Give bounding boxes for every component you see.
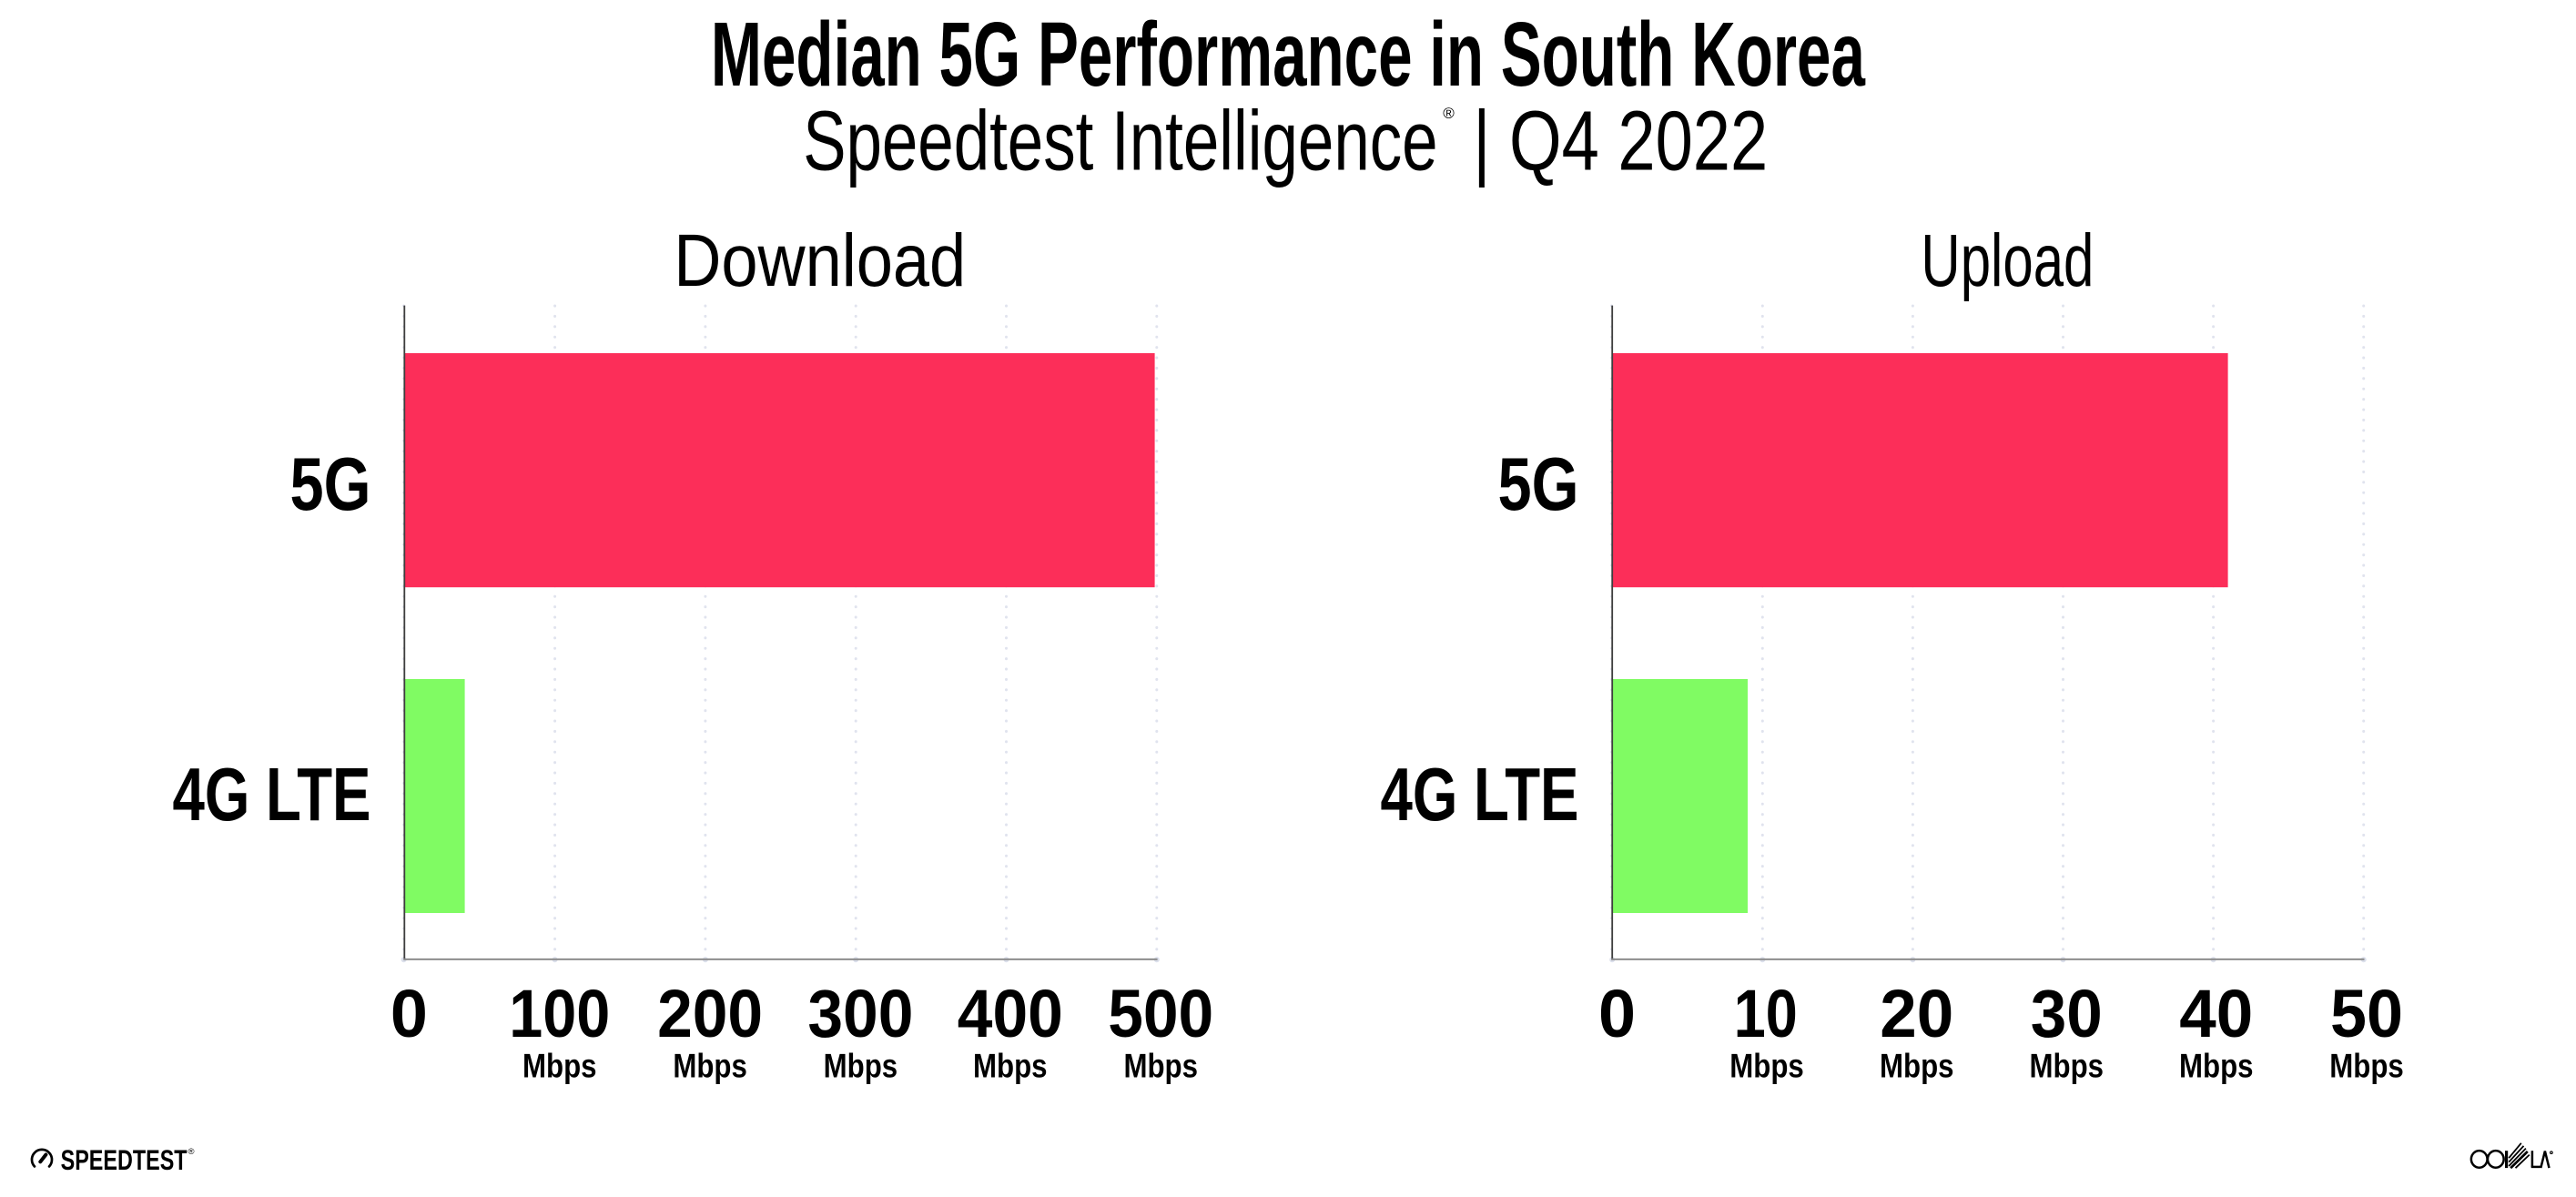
svg-text:Mbps: Mbps [824, 1047, 898, 1084]
svg-text:Mbps: Mbps [673, 1047, 747, 1084]
svg-text:10: 10 [1734, 976, 1798, 1051]
svg-text:Mbps: Mbps [1729, 1047, 1804, 1084]
svg-text:®: ® [188, 1147, 195, 1157]
svg-text:300: 300 [807, 976, 913, 1051]
svg-text:0: 0 [390, 976, 428, 1051]
svg-text:40: 40 [2179, 976, 2253, 1051]
svg-text:5G: 5G [1498, 441, 1579, 526]
svg-text:0: 0 [1598, 976, 1636, 1051]
svg-text:400: 400 [958, 976, 1063, 1051]
svg-text:5G: 5G [290, 441, 371, 526]
svg-text:Mbps: Mbps [2030, 1047, 2104, 1084]
svg-text:20: 20 [1880, 976, 1953, 1051]
svg-text:4G LTE: 4G LTE [173, 752, 371, 837]
svg-text:Mbps: Mbps [973, 1047, 1048, 1084]
svg-text:4G LTE: 4G LTE [1381, 752, 1579, 837]
svg-text:30: 30 [2031, 976, 2103, 1051]
svg-text:| Q4 2022: | Q4 2022 [1473, 94, 1768, 188]
svg-text:Mbps: Mbps [522, 1047, 597, 1084]
svg-text:Mbps: Mbps [2329, 1047, 2404, 1084]
svg-text:Mbps: Mbps [1123, 1047, 1198, 1084]
svg-text:100: 100 [509, 976, 610, 1051]
svg-text:Median 5G Performance in South: Median 5G Performance in South Korea [711, 4, 1866, 106]
svg-text:SPEEDTEST: SPEEDTEST [61, 1143, 188, 1176]
svg-text:Upload: Upload [1921, 219, 2094, 302]
svg-text:Download: Download [674, 219, 966, 302]
svg-text:Speedtest Intelligence: Speedtest Intelligence [803, 94, 1437, 188]
svg-text:200: 200 [657, 976, 763, 1051]
svg-text:Mbps: Mbps [1880, 1047, 1954, 1084]
svg-text:50: 50 [2330, 976, 2403, 1051]
svg-text:®: ® [1443, 105, 1455, 122]
svg-text:Mbps: Mbps [2179, 1047, 2254, 1084]
svg-text:500: 500 [1108, 976, 1213, 1051]
